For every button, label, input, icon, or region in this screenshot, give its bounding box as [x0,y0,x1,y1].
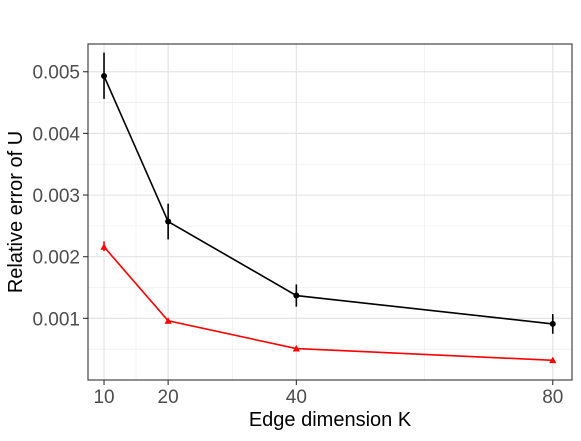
x-tick-label: 10 [93,387,114,408]
y-tick-label: 0.001 [32,309,80,330]
data-point [549,356,557,364]
y-axis-title: Relative error of U [5,131,27,293]
x-tick-label: 20 [158,387,179,408]
data-point [100,243,108,250]
plot-panel [87,43,573,381]
x-tick-label: 40 [286,387,307,408]
series-1 [101,52,556,334]
data-point [101,73,108,80]
y-tick-label: 0.002 [32,248,80,269]
data-point [293,292,300,299]
data-point [292,344,300,352]
series-line [103,246,553,362]
y-tick-label: 0.005 [32,63,80,84]
data-point [164,317,172,324]
data-point [165,218,172,225]
series-layer [100,52,557,364]
axis-layer: 10 20 40 80 0.001 0.002 0.003 0.004 0.005 [32,63,563,408]
y-tick-label: 0.003 [32,186,80,207]
panel-background [88,44,572,380]
panel-border [87,43,573,381]
grid-layer [88,44,572,380]
x-tick-label: 80 [542,387,563,408]
data-point [549,320,556,327]
x-axis-title: Edge dimension K [249,409,412,431]
y-tick-label: 0.004 [32,124,80,145]
series-line [103,75,553,325]
series-2 [100,241,557,364]
